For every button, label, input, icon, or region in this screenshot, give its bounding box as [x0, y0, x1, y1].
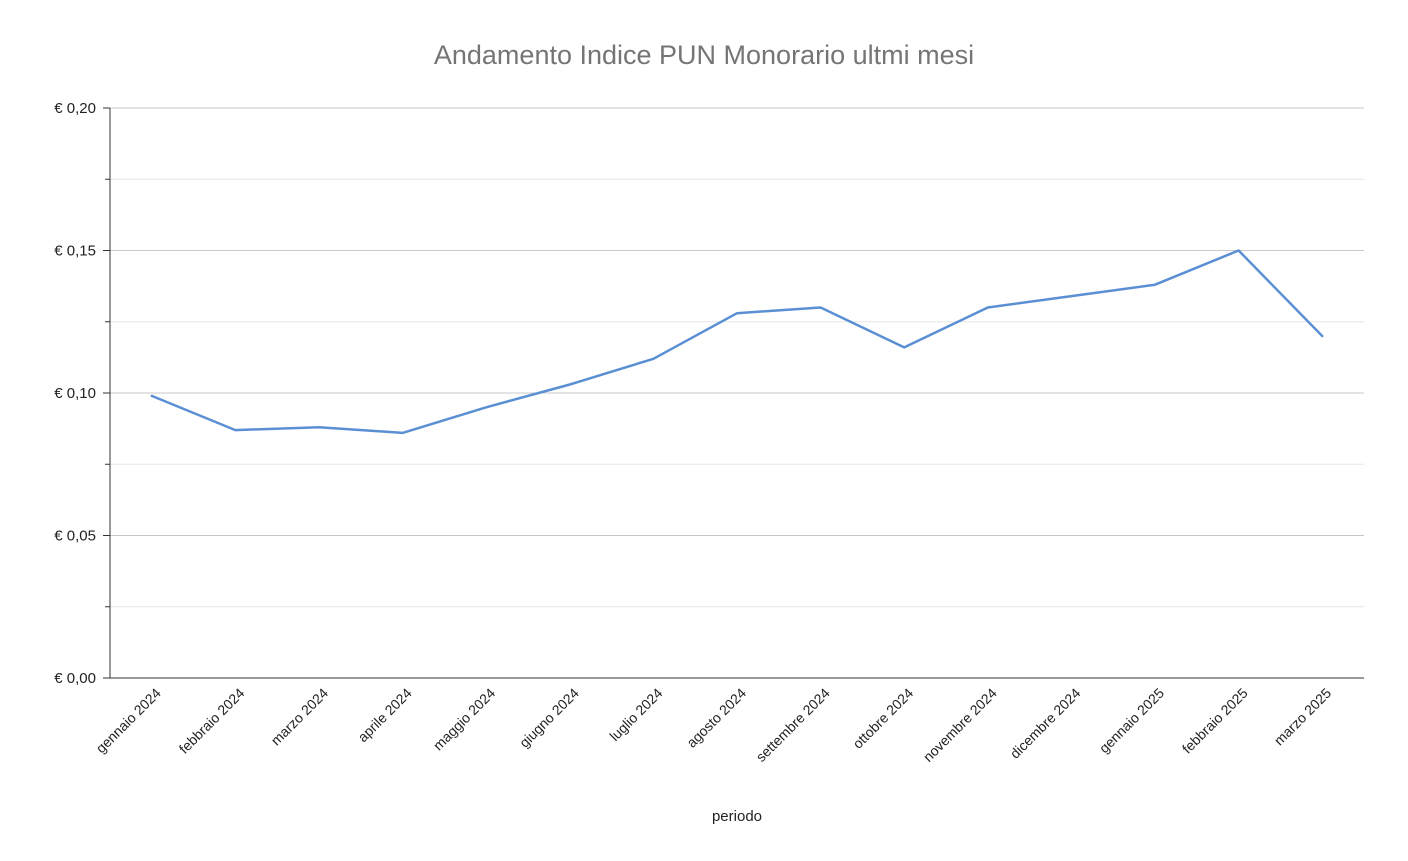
axes	[103, 107, 1364, 679]
y-tick-label: € 0,00	[54, 670, 96, 687]
x-tick-label: aprile 2024	[354, 685, 414, 745]
series-line	[150, 249, 1324, 435]
data-point	[1319, 333, 1325, 339]
x-tick-label: novembre 2024	[920, 685, 1000, 765]
x-tick-label: luglio 2024	[606, 685, 665, 744]
x-tick-label: marzo 2025	[1271, 685, 1335, 749]
data-point	[1236, 248, 1242, 254]
data-point	[149, 393, 155, 399]
data-point	[1152, 282, 1158, 288]
x-tick-label: gennaio 2025	[1096, 685, 1167, 756]
x-tick-label: giugno 2024	[516, 685, 582, 751]
data-point	[1068, 293, 1074, 299]
data-point	[985, 305, 991, 311]
x-tick-label: febbraio 2025	[1179, 685, 1251, 757]
y-tick-labels: € 0,00 € 0,05 € 0,10 € 0,15 € 0,20	[54, 100, 96, 687]
x-tick-label: gennaio 2024	[93, 685, 164, 756]
y-tick-label: € 0,15	[54, 243, 96, 260]
y-tick-label: € 0,05	[54, 528, 96, 545]
x-tick-label: settembre 2024	[753, 685, 833, 765]
data-point	[818, 305, 824, 311]
x-tick-label: maggio 2024	[430, 685, 499, 754]
data-point	[734, 310, 740, 316]
x-axis-label: periodo	[712, 808, 762, 825]
y-tick-label: € 0,10	[54, 385, 96, 402]
x-tick-label: marzo 2024	[268, 685, 332, 749]
chart-title: Andamento Indice PUN Monorario ultmi mes…	[434, 40, 974, 70]
y-tick-label: € 0,20	[54, 100, 96, 117]
x-tick-label: ottobre 2024	[849, 685, 916, 752]
data-point	[400, 430, 406, 436]
data-point	[650, 356, 656, 362]
data-point	[232, 427, 238, 433]
data-point	[483, 404, 489, 410]
x-tick-label: agosto 2024	[683, 685, 749, 751]
series-layer	[149, 248, 1325, 436]
data-point	[316, 424, 322, 430]
x-tick-label: dicembre 2024	[1007, 685, 1084, 762]
x-tick-labels: gennaio 2024 febbraio 2024 marzo 2024 april…	[93, 685, 1335, 765]
grid-lines	[110, 107, 1364, 608]
data-point	[901, 344, 907, 350]
data-point	[567, 381, 573, 387]
x-tick-label: febbraio 2024	[176, 685, 248, 757]
